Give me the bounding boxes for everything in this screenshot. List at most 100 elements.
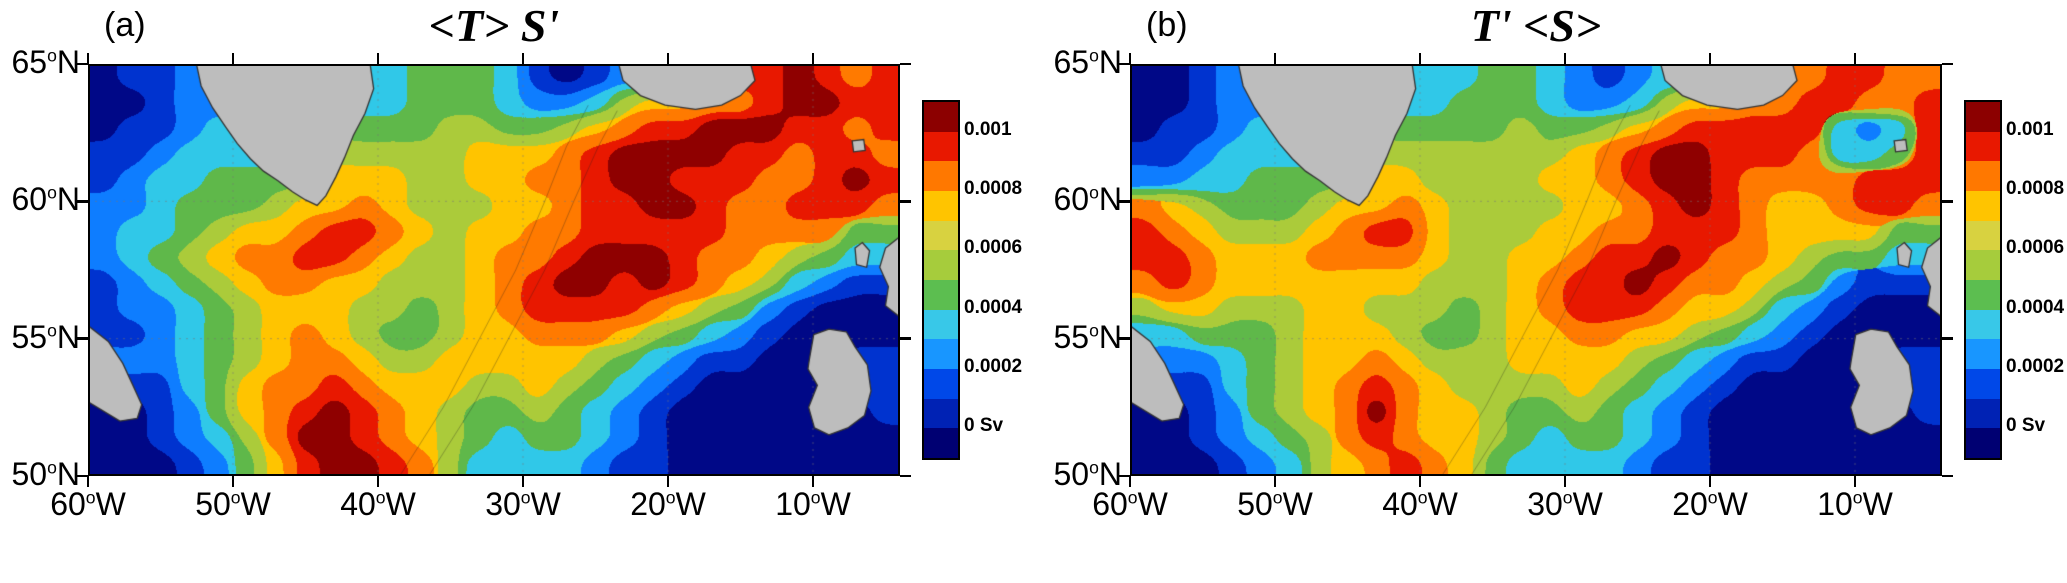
- axis-tick-mark: [1418, 53, 1422, 64]
- lat-tick-label: 55oN: [11, 318, 81, 355]
- colorbar-tick-label: 0 Sv: [2006, 415, 2046, 437]
- lon-tick-label: 20oW: [1672, 486, 1748, 522]
- axis-tick-mark: [900, 62, 911, 66]
- colorbar-segment: [924, 428, 958, 459]
- axis-tick-mark: [811, 53, 815, 64]
- colorbar-tick-label: 0.0008: [2006, 178, 2065, 199]
- axis-tick-mark: [77, 62, 88, 66]
- colorbar-tick-label: 0.0002: [964, 356, 1023, 377]
- axis-tick-mark: [1119, 474, 1130, 478]
- axis-tick-mark: [376, 53, 380, 64]
- axis-tick-mark: [1942, 200, 1953, 203]
- colorbar-segment: [1966, 131, 2000, 162]
- panel-b: (b) T' <S> 65oN 60oN 55oN 50oN 60oW 50oW 40oW 3…: [1042, 0, 2067, 583]
- lat-tick-label: 50oN: [11, 456, 81, 492]
- axis-tick-mark: [1853, 53, 1857, 64]
- colorbar-segment: [1966, 250, 2000, 281]
- axis-tick-mark: [666, 476, 670, 487]
- colorbar-segment: [924, 131, 958, 162]
- colorbar-segment: [1966, 398, 2000, 429]
- colorbar-segment: [1966, 161, 2000, 192]
- colorbar-segment: [1966, 280, 2000, 310]
- colorbar-segment: [1966, 339, 2000, 370]
- colorbar-segment: [924, 339, 958, 370]
- lon-tick-label: 40oW: [1382, 486, 1458, 522]
- lat-tick-label: 60oN: [11, 181, 81, 218]
- colorbar-tick-label: 0.001: [964, 118, 1012, 140]
- axis-tick-mark: [1853, 476, 1857, 487]
- lon-tick-label: 40oW: [340, 486, 416, 522]
- colorbar-tick-label: 0.0004: [2006, 296, 2065, 318]
- lat-tick-label: 65oN: [11, 44, 81, 80]
- lon-tick-label: 10oW: [775, 486, 851, 522]
- colorbar-tick-label: 0 Sv: [964, 415, 1004, 437]
- axis-tick-mark: [376, 476, 380, 487]
- colorbar-segment: [1966, 428, 2000, 459]
- axis-tick-mark: [900, 474, 911, 478]
- lat-tick-label: 50oN: [1053, 456, 1123, 492]
- panel-b-label: (b): [1146, 6, 1188, 44]
- lon-tick-label: 60oW: [1092, 486, 1168, 522]
- axis-tick-mark: [1119, 62, 1130, 66]
- lat-tick-label: 55oN: [1053, 318, 1123, 355]
- lat-tick-label: 65oN: [1053, 44, 1123, 80]
- colorbar-segment: [1966, 309, 2000, 340]
- colorbar-tick-label: 0.0004: [964, 296, 1023, 318]
- axis-tick-mark: [1128, 476, 1132, 487]
- axis-tick-mark: [1273, 53, 1277, 64]
- colorbar-segment: [924, 250, 958, 281]
- colorbar-tick-label: 0.001: [2006, 118, 2054, 140]
- axis-tick-mark: [77, 200, 88, 203]
- colorbar-b: [1964, 100, 2002, 460]
- colorbar-segment: [924, 280, 958, 310]
- axis-tick-mark: [1273, 476, 1277, 487]
- lat-tick-label: 60oN: [1053, 181, 1123, 218]
- axis-tick-mark: [86, 476, 90, 487]
- axis-tick-mark: [666, 53, 670, 64]
- axis-tick-mark: [1708, 53, 1712, 64]
- colorbar-segment: [924, 102, 958, 132]
- colorbar-segment: [1966, 220, 2000, 251]
- axis-tick-mark: [1942, 474, 1953, 478]
- axis-tick-mark: [1708, 476, 1712, 487]
- axis-tick-mark: [1119, 200, 1130, 203]
- colorbar-tick-label: 0.0002: [2006, 356, 2065, 377]
- axis-tick-mark: [811, 476, 815, 487]
- axis-tick-mark: [77, 337, 88, 340]
- axis-tick-mark: [1563, 476, 1567, 487]
- axis-tick-mark: [1563, 53, 1567, 64]
- lon-tick-label: 30oW: [1527, 486, 1603, 522]
- map-canvas-a: [88, 64, 900, 476]
- axis-tick-mark: [1942, 62, 1953, 66]
- map-canvas-b: [1130, 64, 1942, 476]
- lon-tick-label: 10oW: [1817, 486, 1893, 522]
- colorbar-segment: [924, 309, 958, 340]
- axis-tick-mark: [1119, 337, 1130, 340]
- lon-tick-label: 30oW: [485, 486, 561, 522]
- colorbar-segment: [924, 220, 958, 251]
- axis-tick-mark: [1128, 53, 1132, 64]
- axis-tick-mark: [900, 337, 911, 340]
- panel-a: (a) <T> S' 65oN 60oN 55oN 50oN 60oW 50oW 40oW 3…: [0, 0, 1025, 583]
- axis-tick-mark: [1418, 476, 1422, 487]
- panel-a-label: (a): [104, 6, 146, 44]
- axis-tick-mark: [77, 474, 88, 478]
- colorbar-tick-label: 0.0006: [2006, 237, 2065, 259]
- colorbar-tick-label: 0.0008: [964, 178, 1023, 199]
- axis-tick-mark: [231, 53, 235, 64]
- colorbar-a: [922, 100, 960, 460]
- lon-tick-label: 20oW: [630, 486, 706, 522]
- colorbar-segment: [924, 398, 958, 429]
- lon-tick-label: 50oW: [1237, 486, 1313, 522]
- axis-tick-mark: [521, 53, 525, 64]
- panel-b-title: T' <S>: [1470, 0, 1602, 51]
- colorbar-segment: [924, 369, 958, 399]
- colorbar-segment: [924, 161, 958, 192]
- lon-tick-label: 60oW: [50, 486, 126, 522]
- lon-tick-label: 50oW: [195, 486, 271, 522]
- colorbar-segment: [1966, 102, 2000, 132]
- colorbar-tick-label: 0.0006: [964, 237, 1023, 259]
- colorbar-segment: [1966, 369, 2000, 399]
- panel-a-title: <T> S': [428, 0, 560, 51]
